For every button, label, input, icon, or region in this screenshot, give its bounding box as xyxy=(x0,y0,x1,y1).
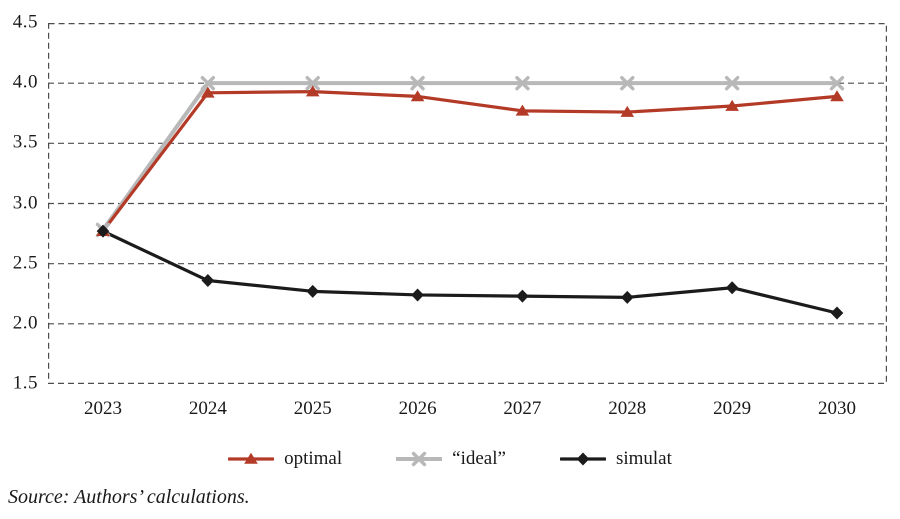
x-marker-swatch-icon xyxy=(396,451,443,467)
triangle-marker-swatch-icon xyxy=(228,452,275,464)
x-tick-label: 2025 xyxy=(293,398,332,419)
y-tick-label: 1.5 xyxy=(12,372,38,394)
legend-item-ideal: “ideal” xyxy=(396,448,506,470)
x-tick-label: 2028 xyxy=(608,398,647,419)
plot-area xyxy=(48,23,887,384)
y-tick-label: 4.5 xyxy=(12,11,38,33)
legend-label: optimal xyxy=(284,448,343,469)
x-tick-label: 2024 xyxy=(188,398,227,419)
source-note: Source: Authors’ calculations. xyxy=(8,486,250,508)
diamond-marker-swatch-icon xyxy=(559,452,606,466)
y-tick-label: 4.0 xyxy=(12,71,38,93)
line-chart-canvas xyxy=(48,23,887,384)
x-tick-label: 2023 xyxy=(84,398,122,419)
chart-legend: optimal “ideal” simulat xyxy=(0,444,900,474)
legend-item-optimal: optimal xyxy=(228,448,342,470)
legend-label: simulat xyxy=(615,448,672,469)
y-tick-label: 3.5 xyxy=(12,131,38,153)
legend-item-simulat: simulat xyxy=(559,448,672,470)
x-tick-label: 2026 xyxy=(398,398,437,419)
legend-label: “ideal” xyxy=(452,448,506,469)
x-tick-label: 2027 xyxy=(503,398,542,419)
x-tick-label: 2030 xyxy=(818,398,856,419)
y-tick-label: 2.5 xyxy=(12,252,38,274)
y-tick-label: 3.0 xyxy=(12,192,38,214)
x-tick-label: 2029 xyxy=(713,398,752,419)
y-tick-label: 2.0 xyxy=(12,312,38,334)
